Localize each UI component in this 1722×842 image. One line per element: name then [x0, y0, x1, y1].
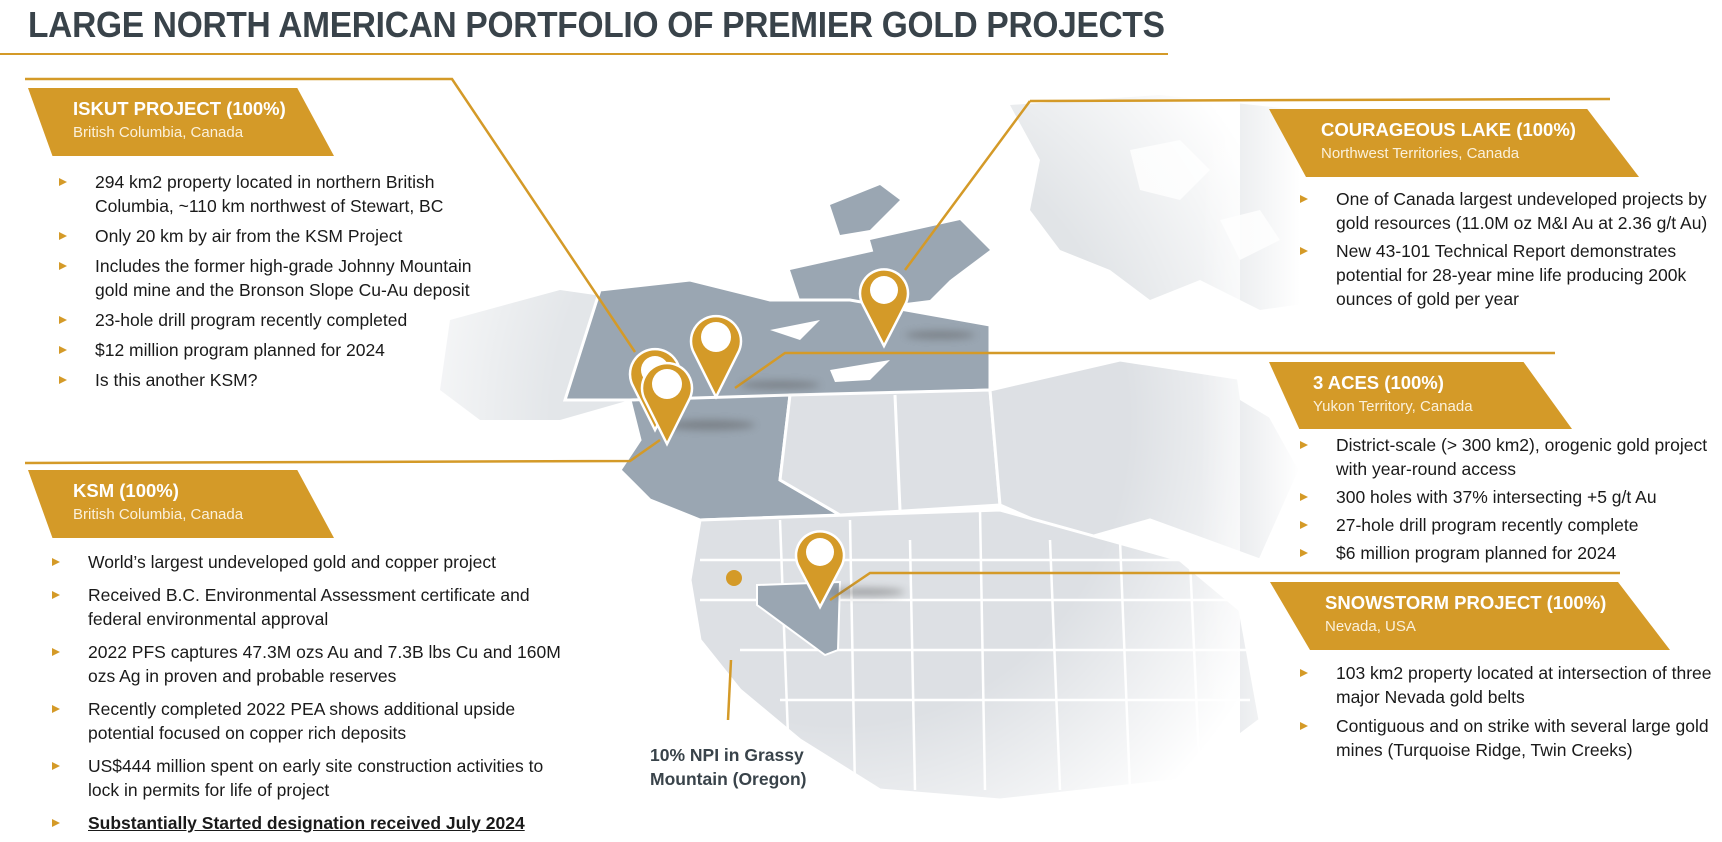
page-title: LARGE NORTH AMERICAN PORTFOLIO OF PREMIE…	[28, 4, 1165, 45]
courageous-pin	[858, 268, 910, 349]
list-item: Only 20 km by air from the KSM Project	[59, 224, 479, 248]
grassy-mountain-label: 10% NPI in Grassy Mountain (Oregon)	[650, 745, 807, 789]
iskut-bullets: 294 km2 property located in northern Bri…	[59, 170, 479, 392]
bullet-arrow-icon	[59, 262, 67, 270]
iskut-banner: ISKUT PROJECT (100%) British Columbia, C…	[28, 88, 334, 156]
snowstorm-bullets: 103 km2 property located at intersection…	[1300, 661, 1720, 762]
bullet-arrow-icon	[52, 762, 60, 770]
list-item: $6 million program planned for 2024	[1300, 541, 1720, 565]
ksm-banner: KSM (100%) British Columbia, Canada	[28, 470, 334, 538]
ksm-title: KSM (100%)	[73, 480, 179, 501]
ksm-leader-line	[24, 438, 661, 465]
snowstorm-pin	[794, 530, 846, 610]
bullet-arrow-icon	[59, 232, 67, 240]
snowstorm-title: SNOWSTORM PROJECT (100%)	[1325, 592, 1607, 613]
list-item: District-scale (> 300 km2), orogenic gol…	[1300, 433, 1720, 481]
bullet-arrow-icon	[1300, 441, 1308, 449]
list-item: Includes the former high-grade Johnny Mo…	[59, 254, 479, 302]
courageous-leader-line	[903, 97, 1611, 271]
bullet-arrow-icon	[1300, 493, 1308, 501]
bullet-arrow-icon	[52, 591, 60, 599]
list-item: 23-hole drill program recently completed	[59, 308, 479, 332]
title-underline	[0, 53, 1168, 55]
list-item: 2022 PFS captures 47.3M ozs Au and 7.3B …	[52, 640, 572, 688]
aces-leader-line	[734, 351, 1555, 390]
bullet-arrow-icon	[1300, 722, 1308, 730]
bullet-arrow-icon	[1300, 195, 1308, 203]
bullet-arrow-icon	[52, 705, 60, 713]
snowstorm-banner: SNOWSTORM PROJECT (100%) Nevada, USA	[1270, 582, 1670, 650]
list-item: 294 km2 property located in northern Bri…	[59, 170, 479, 218]
list-item: 103 km2 property located at intersection…	[1300, 661, 1720, 709]
ksm-location: British Columbia, Canada	[73, 506, 244, 523]
bullet-arrow-icon	[59, 316, 67, 324]
aces-title: 3 ACES (100%)	[1313, 372, 1444, 393]
ksm-bullets: World’s largest undeveloped gold and cop…	[52, 550, 572, 835]
snowstorm-location: Nevada, USA	[1325, 618, 1416, 635]
bullet-arrow-icon	[59, 178, 67, 186]
iskut-location: British Columbia, Canada	[73, 124, 244, 141]
list-item: Received B.C. Environmental Assessment c…	[52, 583, 572, 631]
bullet-arrow-icon	[1300, 521, 1308, 529]
list-item: $12 million program planned for 2024	[59, 338, 479, 362]
bullet-arrow-icon	[1300, 669, 1308, 677]
aces-location: Yukon Territory, Canada	[1313, 398, 1473, 415]
list-item: Contiguous and on strike with several la…	[1300, 714, 1720, 762]
courageous-location: Northwest Territories, Canada	[1321, 145, 1520, 162]
list-item-highlight: Substantially Started designation receiv…	[52, 811, 572, 835]
list-item: One of Canada largest undeveloped projec…	[1300, 187, 1720, 235]
aces-pin	[689, 314, 743, 400]
list-item: 27-hole drill program recently complete	[1300, 513, 1720, 537]
courageous-banner: COURAGEOUS LAKE (100%) Northwest Territo…	[1269, 109, 1639, 177]
bullet-arrow-icon	[1300, 549, 1308, 557]
bullet-arrow-icon	[59, 346, 67, 354]
bullet-arrow-icon	[52, 558, 60, 566]
list-item: World’s largest undeveloped gold and cop…	[52, 550, 572, 574]
list-item: US$444 million spent on early site const…	[52, 754, 572, 802]
courageous-title: COURAGEOUS LAKE (100%)	[1321, 119, 1576, 140]
list-item: New 43-101 Technical Report demonstrates…	[1300, 239, 1720, 311]
grassy-mountain-dot	[726, 570, 742, 586]
list-item: 300 holes with 37% intersecting +5 g/t A…	[1300, 485, 1720, 509]
list-item: Is this another KSM?	[59, 368, 479, 392]
bullet-arrow-icon	[52, 819, 60, 827]
bullet-arrow-icon	[59, 376, 67, 384]
courageous-bullets: One of Canada largest undeveloped projec…	[1300, 187, 1720, 311]
aces-banner: 3 ACES (100%) Yukon Territory, Canada	[1269, 362, 1572, 429]
iskut-title: ISKUT PROJECT (100%)	[73, 98, 286, 119]
ksm-pin	[640, 361, 694, 447]
list-item: Recently completed 2022 PEA shows additi…	[52, 697, 572, 745]
aces-bullets: District-scale (> 300 km2), orogenic gol…	[1300, 433, 1720, 565]
iskut-leader-line	[25, 77, 637, 353]
grassy-leader-line	[726, 659, 733, 721]
bullet-arrow-icon	[1300, 247, 1308, 255]
bullet-arrow-icon	[52, 648, 60, 656]
